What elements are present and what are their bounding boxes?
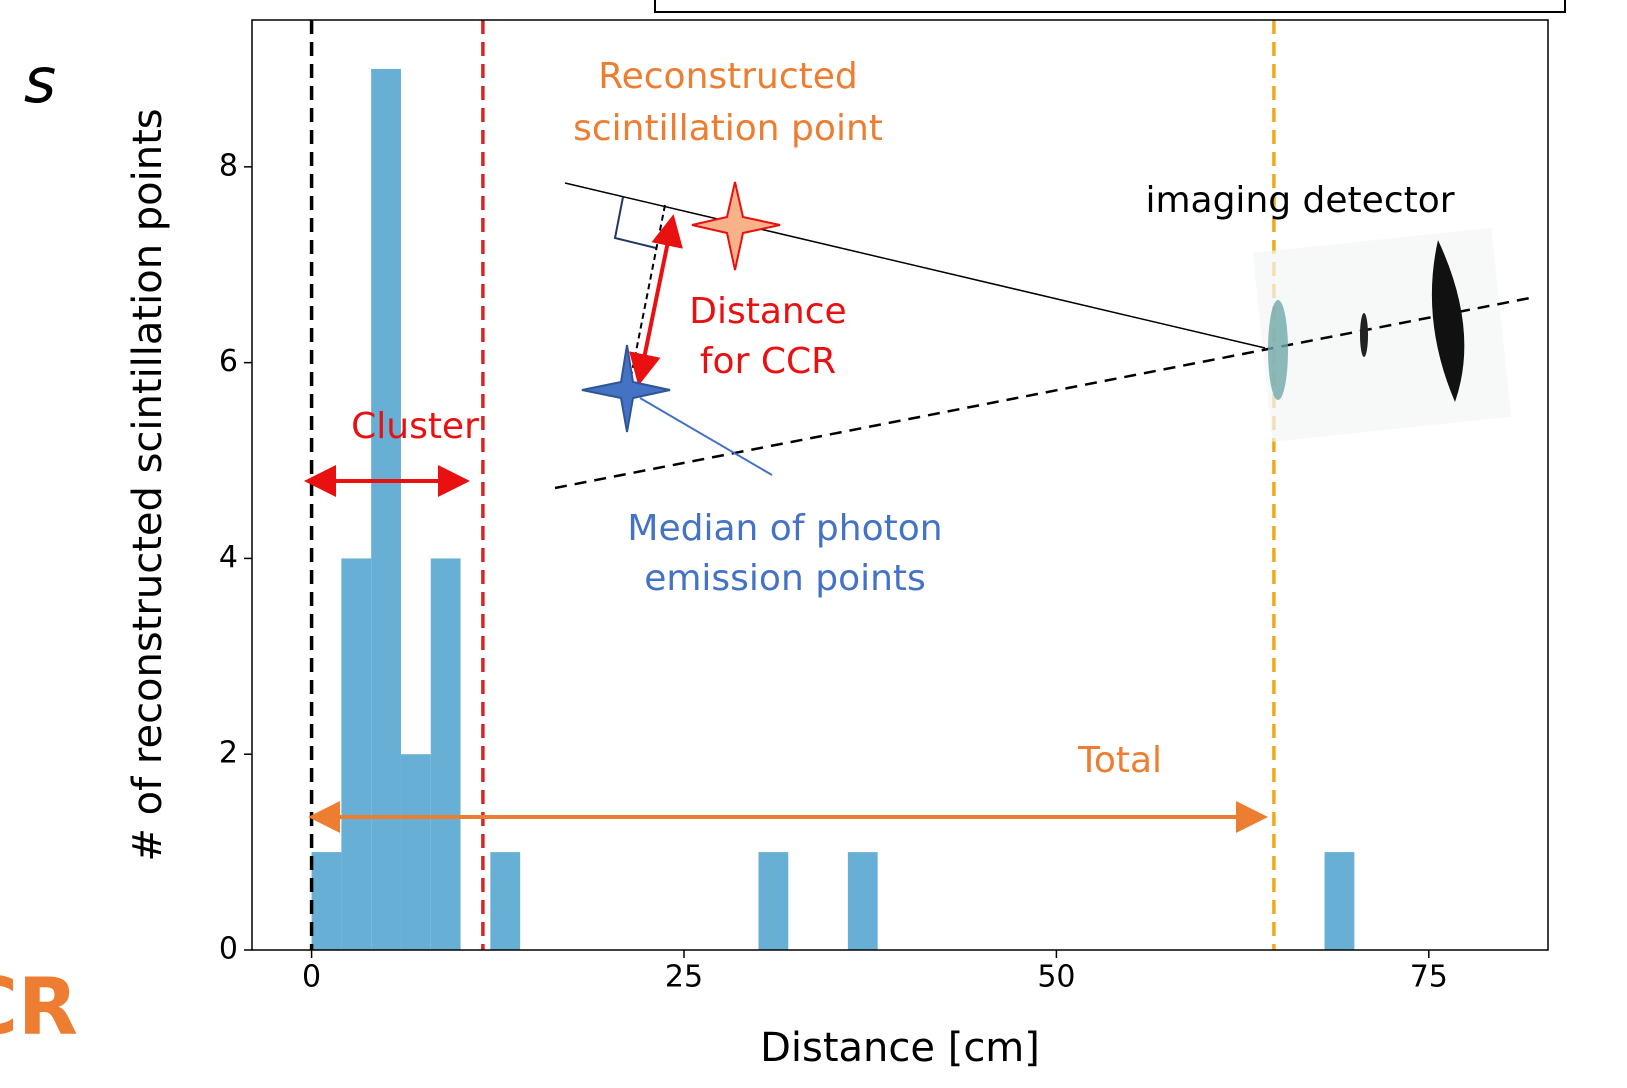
annotation: Median of photon <box>627 508 942 549</box>
page: s CR Distance [cm] # of reconstructed sc… <box>0 0 1627 1088</box>
annotation: for CCR <box>700 341 836 382</box>
y-tick-label: 4 <box>219 540 238 575</box>
annotation: emission points <box>644 558 926 599</box>
bar <box>1325 852 1355 950</box>
annotation: scintillation point <box>573 108 883 149</box>
fragment: CR <box>0 962 78 1052</box>
x-tick-label: 75 <box>1410 960 1448 995</box>
y-tick-label: 6 <box>219 344 238 379</box>
illustration <box>312 182 1535 817</box>
fragment: s <box>24 44 56 117</box>
bar <box>848 852 878 950</box>
y-tick-label: 8 <box>219 148 238 183</box>
annotation: imaging detector <box>1145 180 1454 221</box>
annotation: Reconstructed <box>598 56 858 97</box>
annotation: Cluster <box>351 406 479 447</box>
top-box <box>655 0 1565 12</box>
annotation: Distance <box>689 291 846 332</box>
y-tick-label: 2 <box>219 736 238 771</box>
x-tick-label: 0 <box>302 960 321 995</box>
bar <box>401 754 431 950</box>
bar <box>758 852 788 950</box>
chart: s CR Distance [cm] # of reconstructed sc… <box>0 0 1627 1088</box>
bar <box>312 852 342 950</box>
y-axis-label: # of reconstructed scintillation points <box>125 108 171 861</box>
x-tick-label: 50 <box>1037 960 1075 995</box>
bar <box>490 852 520 950</box>
y-tick-label: 0 <box>219 932 238 967</box>
x-tick-label: 25 <box>665 960 703 995</box>
plot <box>312 20 1355 950</box>
x-axis-label: Distance [cm] <box>760 1025 1040 1071</box>
bar <box>341 558 371 950</box>
annotation: Total <box>1077 740 1162 781</box>
bar <box>431 558 461 950</box>
